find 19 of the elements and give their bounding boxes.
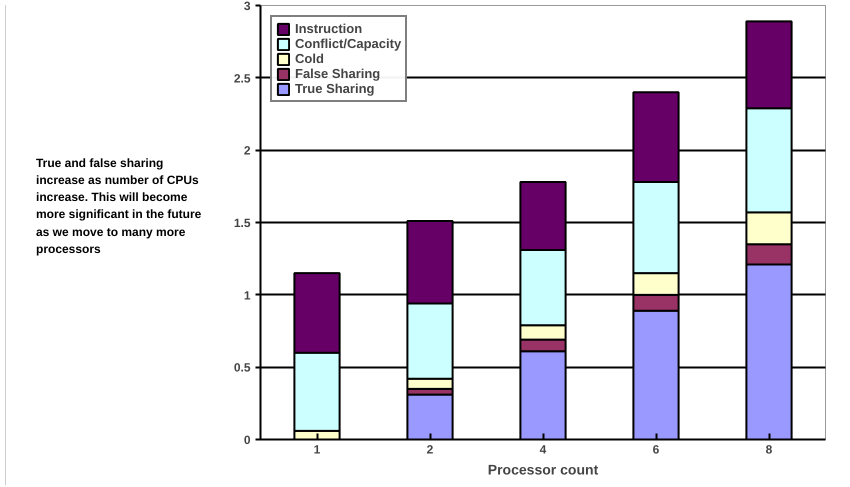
y-tick-label: 0.5 <box>234 360 251 375</box>
y-tick-label: 0 <box>244 433 251 447</box>
legend-label: True Sharing <box>295 81 374 96</box>
y-tick-label: 3 <box>244 0 251 13</box>
x-tick-label: 8 <box>766 442 773 456</box>
y-tick-label: 2.5 <box>234 71 251 86</box>
y-tick-label: 1.5 <box>234 216 251 230</box>
legend-label: Instruction <box>295 21 362 36</box>
y-tick-label: 1 <box>244 288 251 302</box>
x-tick-label: 1 <box>314 442 321 456</box>
x-tick-label: 6 <box>652 442 660 456</box>
text: True and false sharing increase as number of CPUs increase. This will become more significant in the future as we move to many more processors <box>36 155 202 258</box>
y-tick-label: 2 <box>244 144 251 158</box>
legend-label: Conflict/Capacity <box>295 36 402 51</box>
x-axis-title: Processor count <box>488 462 599 478</box>
x-tick-label: 4 <box>540 442 547 456</box>
legend-label: False Sharing <box>295 66 380 81</box>
x-tick-label: 2 <box>426 442 434 456</box>
legend-label: Cold <box>295 51 324 66</box>
